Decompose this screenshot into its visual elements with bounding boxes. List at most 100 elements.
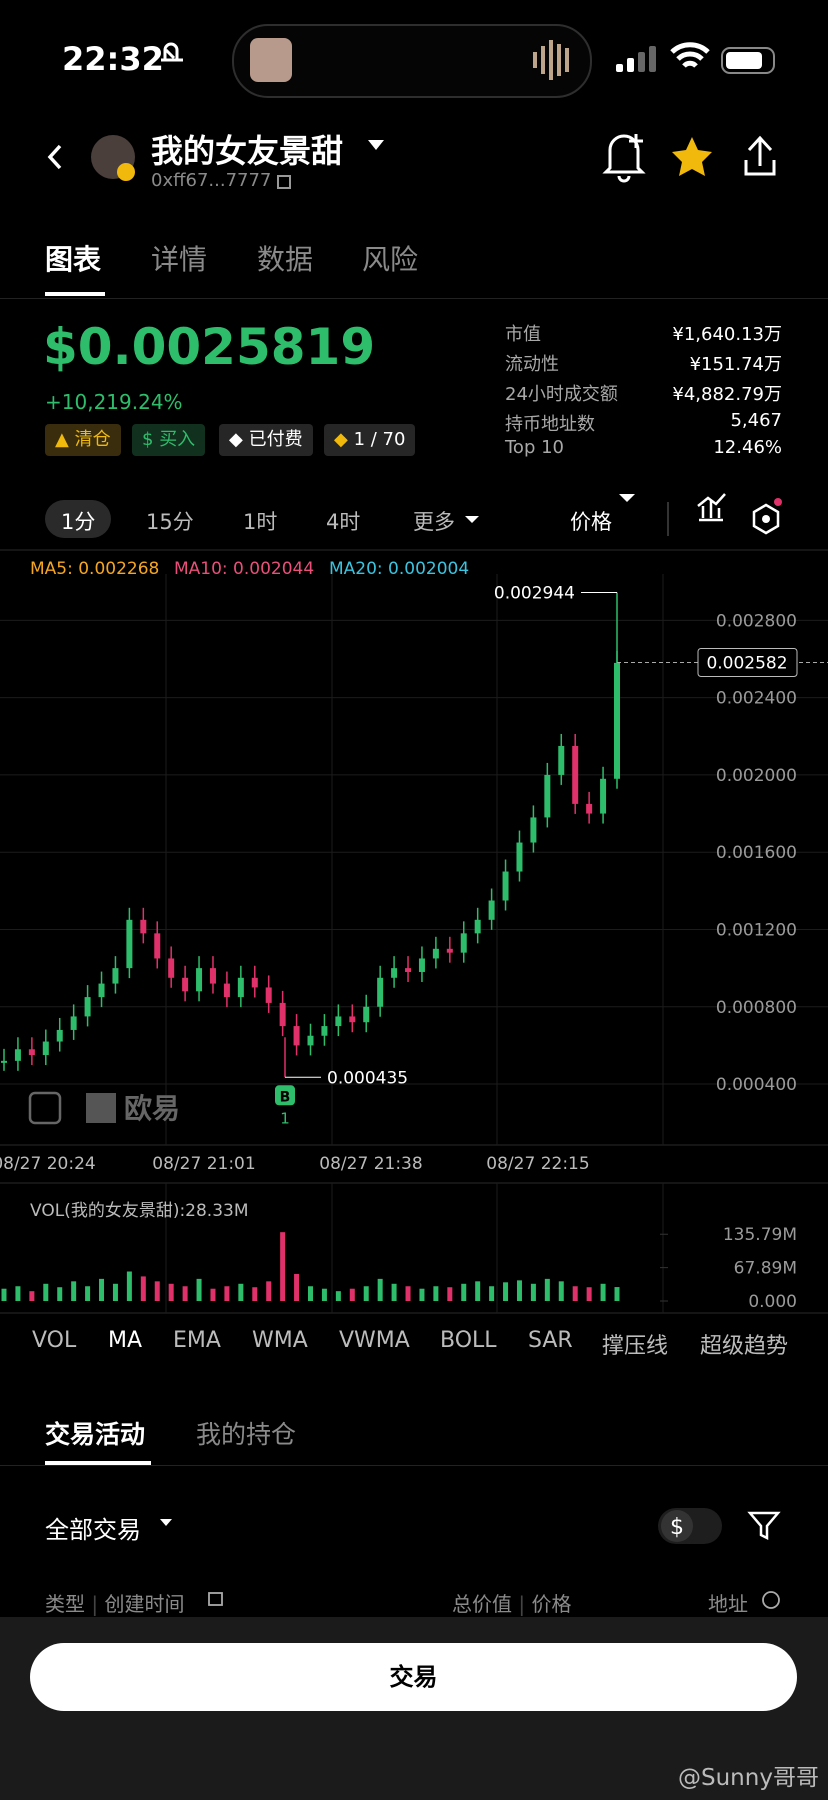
candle-body	[112, 968, 119, 984]
trade-filter[interactable]: 全部交易	[45, 1516, 141, 1544]
indicator-tab[interactable]: EMA	[173, 1328, 221, 1353]
candle-body	[265, 987, 272, 1003]
tab[interactable]: 详情	[151, 243, 208, 276]
time-sort-icon[interactable]	[208, 1592, 223, 1606]
volume-bar	[126, 1271, 132, 1301]
signal-icon	[616, 46, 656, 72]
tab[interactable]: 数据	[257, 243, 314, 276]
chain-badge	[117, 163, 135, 181]
volume-bar	[57, 1287, 63, 1301]
indicator-tab[interactable]: VOL	[32, 1328, 77, 1353]
volume-bar	[447, 1287, 453, 1301]
back-button[interactable]	[47, 144, 62, 170]
column-price: 价格	[531, 1592, 572, 1616]
candle-body	[251, 977, 258, 988]
high-label: 0.002944	[494, 584, 575, 604]
volume-bar	[196, 1278, 202, 1301]
interval[interactable]: 4时	[326, 510, 361, 534]
token-dropdown[interactable]	[368, 140, 384, 150]
activity-underline	[45, 1461, 151, 1465]
activity-tab[interactable]: 交易活动	[45, 1420, 146, 1449]
interval[interactable]: 15分	[146, 510, 194, 534]
price-toggle[interactable]: 价格	[570, 510, 612, 534]
badge-text: 1 / 70	[353, 429, 406, 450]
buy-marker-label: B	[280, 1089, 291, 1105]
interval[interactable]: 1分	[61, 510, 96, 534]
candle-body	[307, 1035, 314, 1046]
currency-knob	[661, 1510, 693, 1542]
volume-bar	[238, 1283, 244, 1301]
candle-body	[391, 968, 398, 978]
price-change: +10,219.24%	[45, 390, 183, 414]
stat-value: ¥4,882.79万	[672, 384, 782, 405]
settings-button[interactable]	[752, 503, 780, 535]
volume-bar	[154, 1281, 160, 1301]
tab[interactable]: 风险	[362, 243, 419, 276]
indicator-tab[interactable]: SAR	[528, 1328, 573, 1353]
volume-bar	[405, 1286, 411, 1301]
stat-value: ¥1,640.13万	[672, 324, 782, 345]
wifi-icon	[670, 42, 710, 68]
interval[interactable]: 1时	[243, 510, 278, 534]
trade-button[interactable]: 交易	[30, 1643, 797, 1711]
activity-tab[interactable]: 我的持仓	[196, 1420, 297, 1449]
price-toggle-arrow	[619, 494, 635, 502]
badge[interactable]: ◆ 已付费	[219, 424, 313, 456]
candle-body	[28, 1049, 35, 1056]
candle-body	[321, 1026, 328, 1036]
x-tick-label: 08/27 20:24	[0, 1154, 96, 1174]
ma-legend: MA5: 0.002268	[30, 559, 159, 579]
candle-body	[14, 1049, 21, 1061]
volume-bar	[140, 1276, 146, 1301]
interval-selected	[45, 500, 111, 538]
stat-label: 24小时成交额	[505, 384, 618, 405]
volume-bar	[461, 1283, 467, 1301]
indicator-tab[interactable]: VWMA	[339, 1328, 410, 1353]
interval[interactable]: 更多	[413, 510, 455, 534]
candle-body	[154, 933, 161, 959]
y-tick-label: 0.000400	[716, 1075, 797, 1095]
candle-body	[223, 983, 230, 998]
last-price-label: 0.002582	[706, 653, 787, 673]
x-tick-label: 08/27 21:38	[319, 1154, 422, 1174]
badge[interactable]: ◆ 1 / 70	[324, 424, 416, 456]
volume-bar	[266, 1281, 272, 1301]
token-address: 0xff67...7777	[151, 170, 272, 191]
candle-body	[614, 662, 620, 779]
indicator-tab[interactable]: 超级趋势	[700, 1334, 789, 1359]
favorite-button[interactable]	[672, 137, 712, 176]
indicator-tab[interactable]: WMA	[252, 1328, 308, 1353]
volume-legend: VOL(我的女友景甜):28.33M	[30, 1201, 249, 1221]
volume-bar	[530, 1283, 536, 1301]
volume-bar	[99, 1278, 105, 1301]
copy-address[interactable]	[277, 175, 291, 189]
share-button[interactable]	[744, 135, 776, 176]
volume-bar	[335, 1291, 341, 1301]
indicator-tab[interactable]: MA	[108, 1328, 143, 1353]
last-price-box	[697, 647, 798, 677]
low-label: 0.000435	[327, 1068, 408, 1088]
volume-bar	[321, 1288, 327, 1301]
indicator-tab[interactable]: BOLL	[440, 1328, 497, 1353]
indicator-button[interactable]	[697, 493, 726, 522]
info-icon[interactable]	[762, 1591, 780, 1609]
stat-label: 持币地址数	[505, 414, 595, 435]
island-avatar	[250, 38, 292, 82]
alert-button[interactable]	[602, 134, 646, 183]
candle-body	[572, 745, 579, 804]
badge[interactable]: ▲ 清仓	[45, 424, 121, 456]
stat-label: 市值	[505, 324, 541, 345]
column-address: 地址	[708, 1592, 748, 1616]
ma-legend: MA10: 0.002044	[174, 559, 314, 579]
indicator-tab[interactable]: 撑压线	[602, 1334, 669, 1359]
battery-level	[726, 52, 762, 69]
volume-bar	[308, 1286, 313, 1301]
badge-text: 买入	[159, 429, 196, 450]
watermark-logo	[86, 1093, 116, 1123]
tab[interactable]: 图表	[45, 243, 102, 276]
filter-button[interactable]	[747, 1511, 781, 1541]
candle-body	[126, 919, 133, 969]
badge[interactable]: $ 买入	[132, 424, 206, 456]
watermark-icon	[28, 1091, 62, 1125]
